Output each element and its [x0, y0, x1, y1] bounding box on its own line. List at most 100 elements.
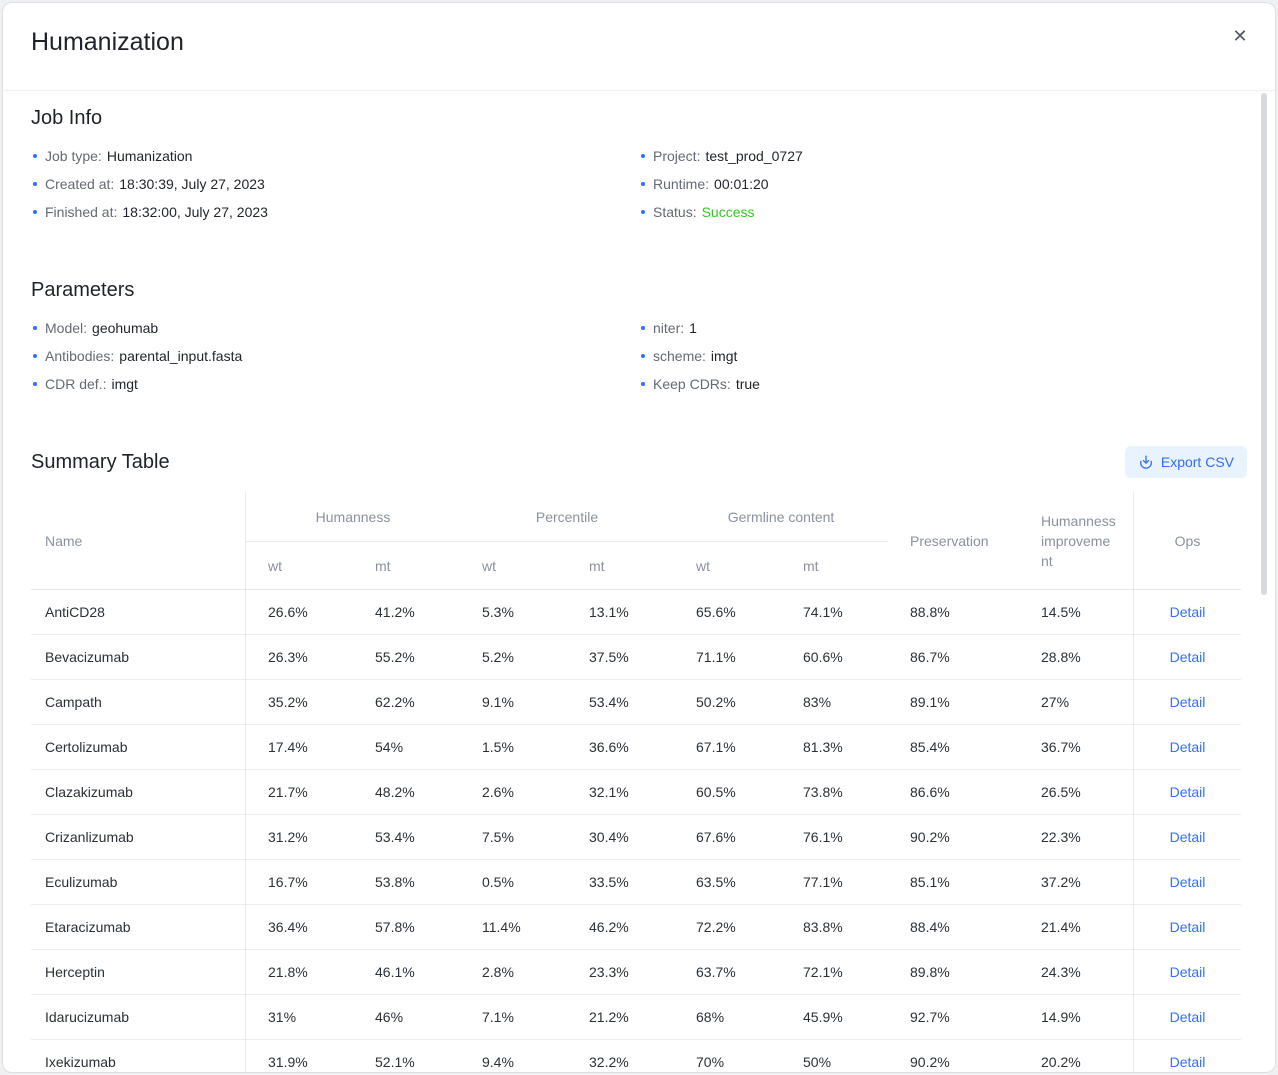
cell-percentile-wt: 7.5%	[482, 829, 514, 845]
cell-name: Idarucizumab	[31, 995, 246, 1039]
detail-link[interactable]: Detail	[1169, 604, 1206, 620]
detail-link[interactable]: Detail	[1169, 784, 1206, 800]
cell-improvement: 28.8%	[1041, 649, 1081, 665]
cell-humanness-wt: 16.7%	[268, 874, 308, 890]
cell-ops: Detail	[1133, 995, 1241, 1039]
header-humanness: Humanness	[315, 508, 391, 525]
cell-germline-wt: 65.6%	[696, 604, 736, 620]
header-germline-wt: wt	[696, 557, 710, 574]
table-header: Name Humanness Percentile Germline conte…	[31, 492, 1241, 590]
cell-percentile-mt: 21.2%	[589, 1009, 629, 1025]
bullet-icon	[641, 354, 645, 358]
cell-name: Certolizumab	[31, 725, 246, 769]
cell-ops: Detail	[1133, 905, 1241, 949]
bullet-icon	[33, 354, 37, 358]
detail-link[interactable]: Detail	[1169, 739, 1206, 755]
cell-percentile-mt: 37.5%	[589, 649, 629, 665]
bullet-icon	[33, 382, 37, 386]
header-ops: Ops	[1133, 492, 1241, 589]
cell-percentile-wt: 1.5%	[482, 739, 514, 755]
bullet-icon	[33, 154, 37, 158]
header-humanness-improvement-label: Humanness improvement	[1041, 512, 1116, 569]
detail-link[interactable]: Detail	[1169, 1054, 1206, 1070]
cell-germline-wt: 71.1%	[696, 649, 736, 665]
parameters-left-column: Model: geohumab Antibodies: parental_inp…	[31, 318, 639, 402]
info-item: Keep CDRs: true	[639, 374, 1247, 394]
dialog-title: Humanization	[31, 28, 184, 56]
cell-humanness-wt: 26.3%	[268, 649, 308, 665]
cell-humanness-wt: 36.4%	[268, 919, 308, 935]
cell-humanness-wt: 31.2%	[268, 829, 308, 845]
cell-preservation: 90.2%	[910, 829, 950, 845]
cell-humanness-mt: 54%	[375, 739, 404, 755]
detail-link[interactable]: Detail	[1169, 1009, 1206, 1025]
cell-germline-mt: 45.9%	[803, 1009, 843, 1025]
cell-preservation: 88.4%	[910, 919, 950, 935]
cell-germline-wt: 63.5%	[696, 874, 736, 890]
cell-germline-mt: 60.6%	[803, 649, 843, 665]
cell-germline-mt: 83.8%	[803, 919, 843, 935]
info-value: 1	[689, 320, 697, 336]
info-label: Antibodies:	[45, 348, 115, 364]
header-germline-content: Germline content	[727, 508, 835, 525]
cell-germline-wt: 60.5%	[696, 784, 736, 800]
export-csv-button[interactable]: Export CSV	[1124, 446, 1247, 478]
info-label: Project:	[653, 148, 701, 164]
cell-name: Crizanlizumab	[31, 815, 246, 859]
cell-improvement: 37.2%	[1041, 874, 1081, 890]
info-value: 00:01:20	[714, 176, 769, 192]
cell-humanness-mt: 62.2%	[375, 694, 415, 710]
group-header-row: Humanness Percentile Germline content	[246, 492, 888, 543]
cell-humanness-mt: 46.1%	[375, 964, 415, 980]
cell-germline-mt: 83%	[803, 694, 832, 710]
info-value: geohumab	[92, 320, 159, 336]
cell-improvement: 22.3%	[1041, 829, 1081, 845]
cell-name: Eculizumab	[31, 860, 246, 904]
cell-humanness-mt: 55.2%	[375, 649, 415, 665]
table-row: Ixekizumab 31.9% 52.1% 9.4% 32.2% 70% 50…	[31, 1040, 1241, 1072]
close-icon[interactable]: ✕	[1232, 25, 1248, 46]
detail-link[interactable]: Detail	[1169, 694, 1206, 710]
cell-germline-mt: 50%	[803, 1054, 832, 1070]
detail-link[interactable]: Detail	[1169, 964, 1206, 980]
info-label: Runtime:	[653, 176, 710, 192]
header-percentile: Percentile	[535, 508, 599, 525]
cell-improvement: 24.3%	[1041, 964, 1081, 980]
cell-percentile-wt: 9.1%	[482, 694, 514, 710]
info-value: 18:30:39, July 27, 2023	[119, 176, 265, 192]
bullet-icon	[641, 182, 645, 186]
table-body: AntiCD28 26.6% 41.2% 5.3% 13.1% 65.6% 74…	[31, 590, 1241, 1072]
info-item: Model: geohumab	[31, 318, 639, 338]
sub-header-row: wt mt wt mt wt mt	[246, 542, 888, 589]
cell-humanness-mt: 53.8%	[375, 874, 415, 890]
job-info-list: Job type: Humanization Created at: 18:30…	[31, 146, 1247, 230]
info-label: Keep CDRs:	[653, 376, 731, 392]
info-value: 18:32:00, July 27, 2023	[122, 204, 268, 220]
detail-link[interactable]: Detail	[1169, 919, 1206, 935]
detail-link[interactable]: Detail	[1169, 874, 1206, 890]
cell-humanness-mt: 46%	[375, 1009, 404, 1025]
detail-link[interactable]: Detail	[1169, 649, 1206, 665]
cell-percentile-mt: 23.3%	[589, 964, 629, 980]
info-item: Project: test_prod_0727	[639, 146, 1247, 166]
cell-ops: Detail	[1133, 1040, 1241, 1072]
cell-percentile-wt: 2.6%	[482, 784, 514, 800]
bullet-icon	[33, 182, 37, 186]
table-row: Crizanlizumab 31.2% 53.4% 7.5% 30.4% 67.…	[31, 815, 1241, 860]
cell-ops: Detail	[1133, 680, 1241, 724]
cell-percentile-wt: 0.5%	[482, 874, 514, 890]
info-label: CDR def.:	[45, 376, 107, 392]
info-label: Model:	[45, 320, 88, 336]
header-humanness-improvement: Humanness improvement	[1019, 492, 1133, 589]
cell-ops: Detail	[1133, 725, 1241, 769]
export-csv-label: Export CSV	[1160, 454, 1234, 470]
cell-preservation: 85.1%	[910, 874, 950, 890]
info-label: niter:	[653, 320, 685, 336]
scrollbar-thumb[interactable]	[1261, 93, 1267, 595]
cell-improvement: 14.9%	[1041, 1009, 1081, 1025]
summary-table: Name Humanness Percentile Germline conte…	[31, 492, 1241, 1072]
detail-link[interactable]: Detail	[1169, 829, 1206, 845]
info-value: Success	[701, 204, 755, 220]
cell-humanness-mt: 41.2%	[375, 604, 415, 620]
